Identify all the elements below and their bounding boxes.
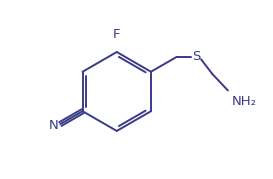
Text: N: N (49, 118, 58, 132)
Text: S: S (192, 50, 201, 63)
Text: NH₂: NH₂ (232, 95, 257, 108)
Text: F: F (113, 28, 120, 41)
